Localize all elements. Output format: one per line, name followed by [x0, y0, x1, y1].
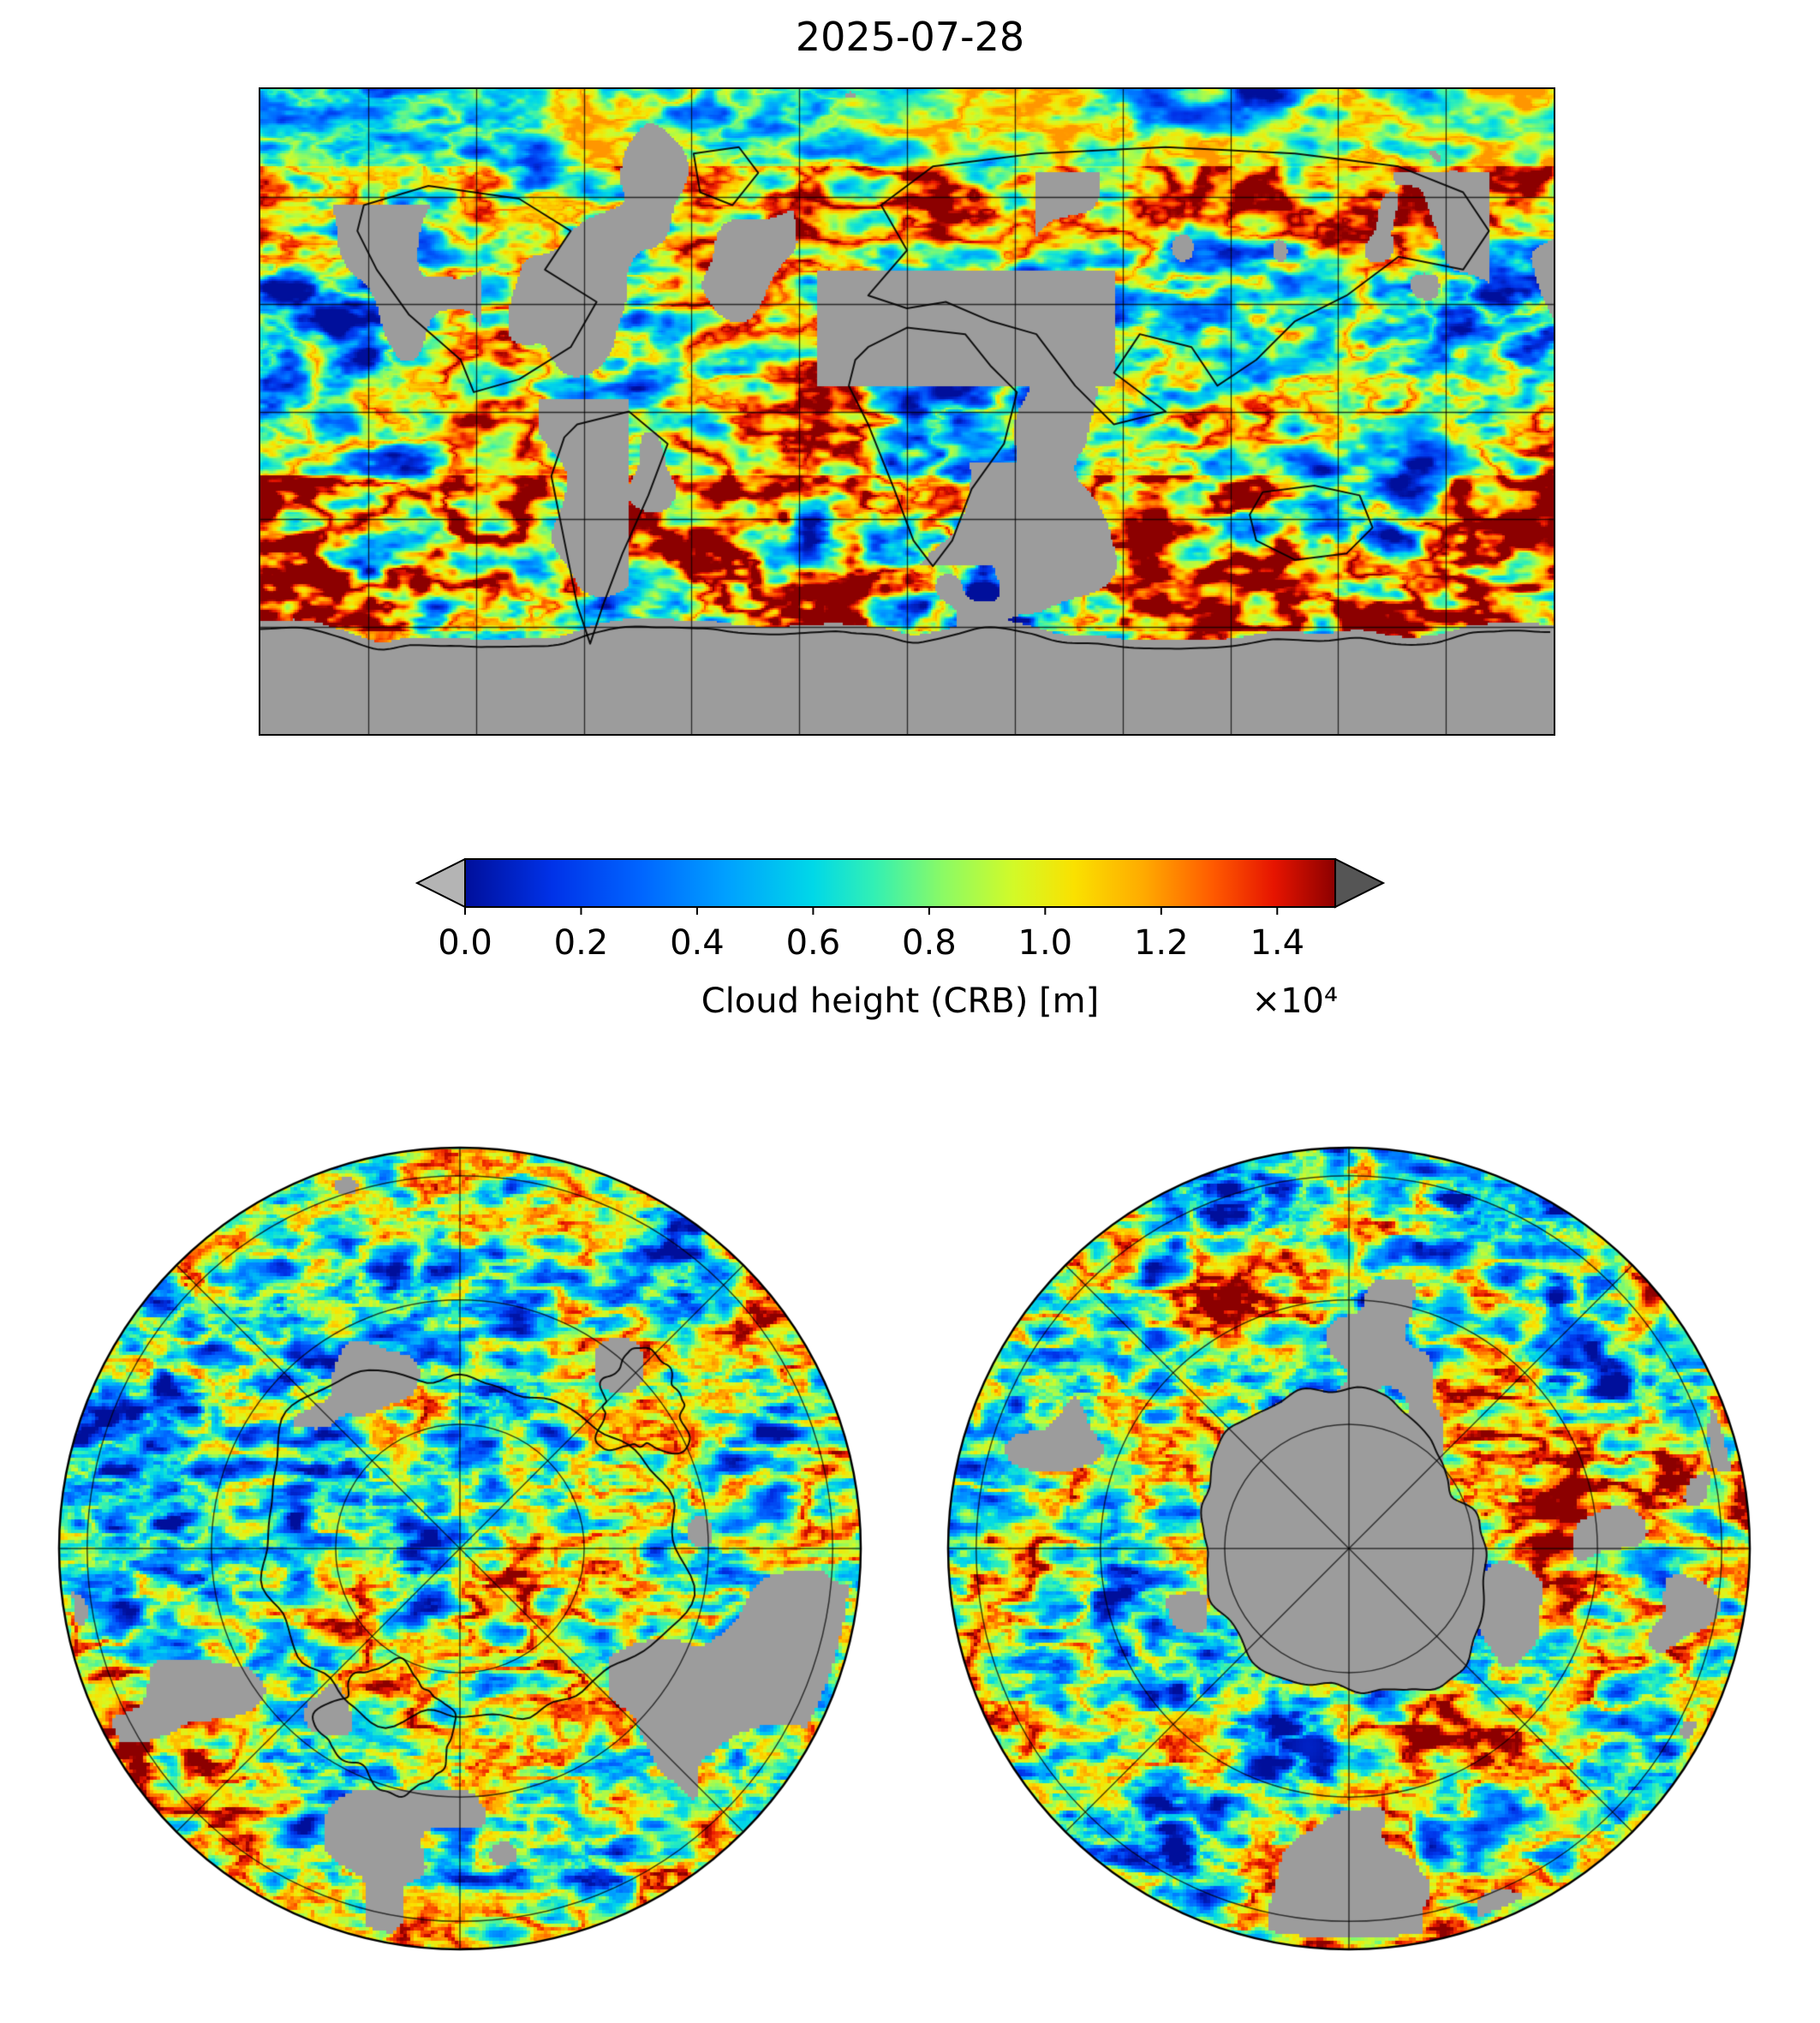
figure-title: 2025-07-28: [795, 14, 1025, 60]
colorbar-tick-label: 0.4: [670, 923, 725, 963]
global-map-canvas: [260, 89, 1554, 734]
north-polar-canvas: [57, 1146, 862, 1951]
colorbar-tick-label: 1.0: [1017, 923, 1073, 963]
colorbar: [415, 858, 1385, 915]
colorbar-tick-row: 0.0 0.2 0.4 0.6 0.8 1.0 1.2 1.4: [415, 923, 1385, 968]
global-map-panel: [259, 87, 1555, 736]
colorbar-tick-label: 1.4: [1250, 923, 1305, 963]
colorbar-label: Cloud height (CRB) [m]: [701, 982, 1100, 1021]
colorbar-under-arrow: [415, 858, 466, 909]
colorbar-scale-multiplier: ×10⁴: [1251, 982, 1338, 1021]
colorbar-tick-label: 0.0: [438, 923, 492, 963]
south-polar-canvas: [946, 1146, 1751, 1951]
colorbar-tick-label: 0.8: [902, 923, 957, 963]
colorbar-over-arrow: [1334, 858, 1385, 909]
colorbar-gradient-bar: [464, 858, 1336, 908]
colorbar-tick-marks: [464, 907, 1279, 915]
colorbar-tick-label: 1.2: [1133, 923, 1189, 963]
colorbar-tick-label: 0.6: [785, 923, 841, 963]
colorbar-tick-label: 0.2: [553, 923, 609, 963]
